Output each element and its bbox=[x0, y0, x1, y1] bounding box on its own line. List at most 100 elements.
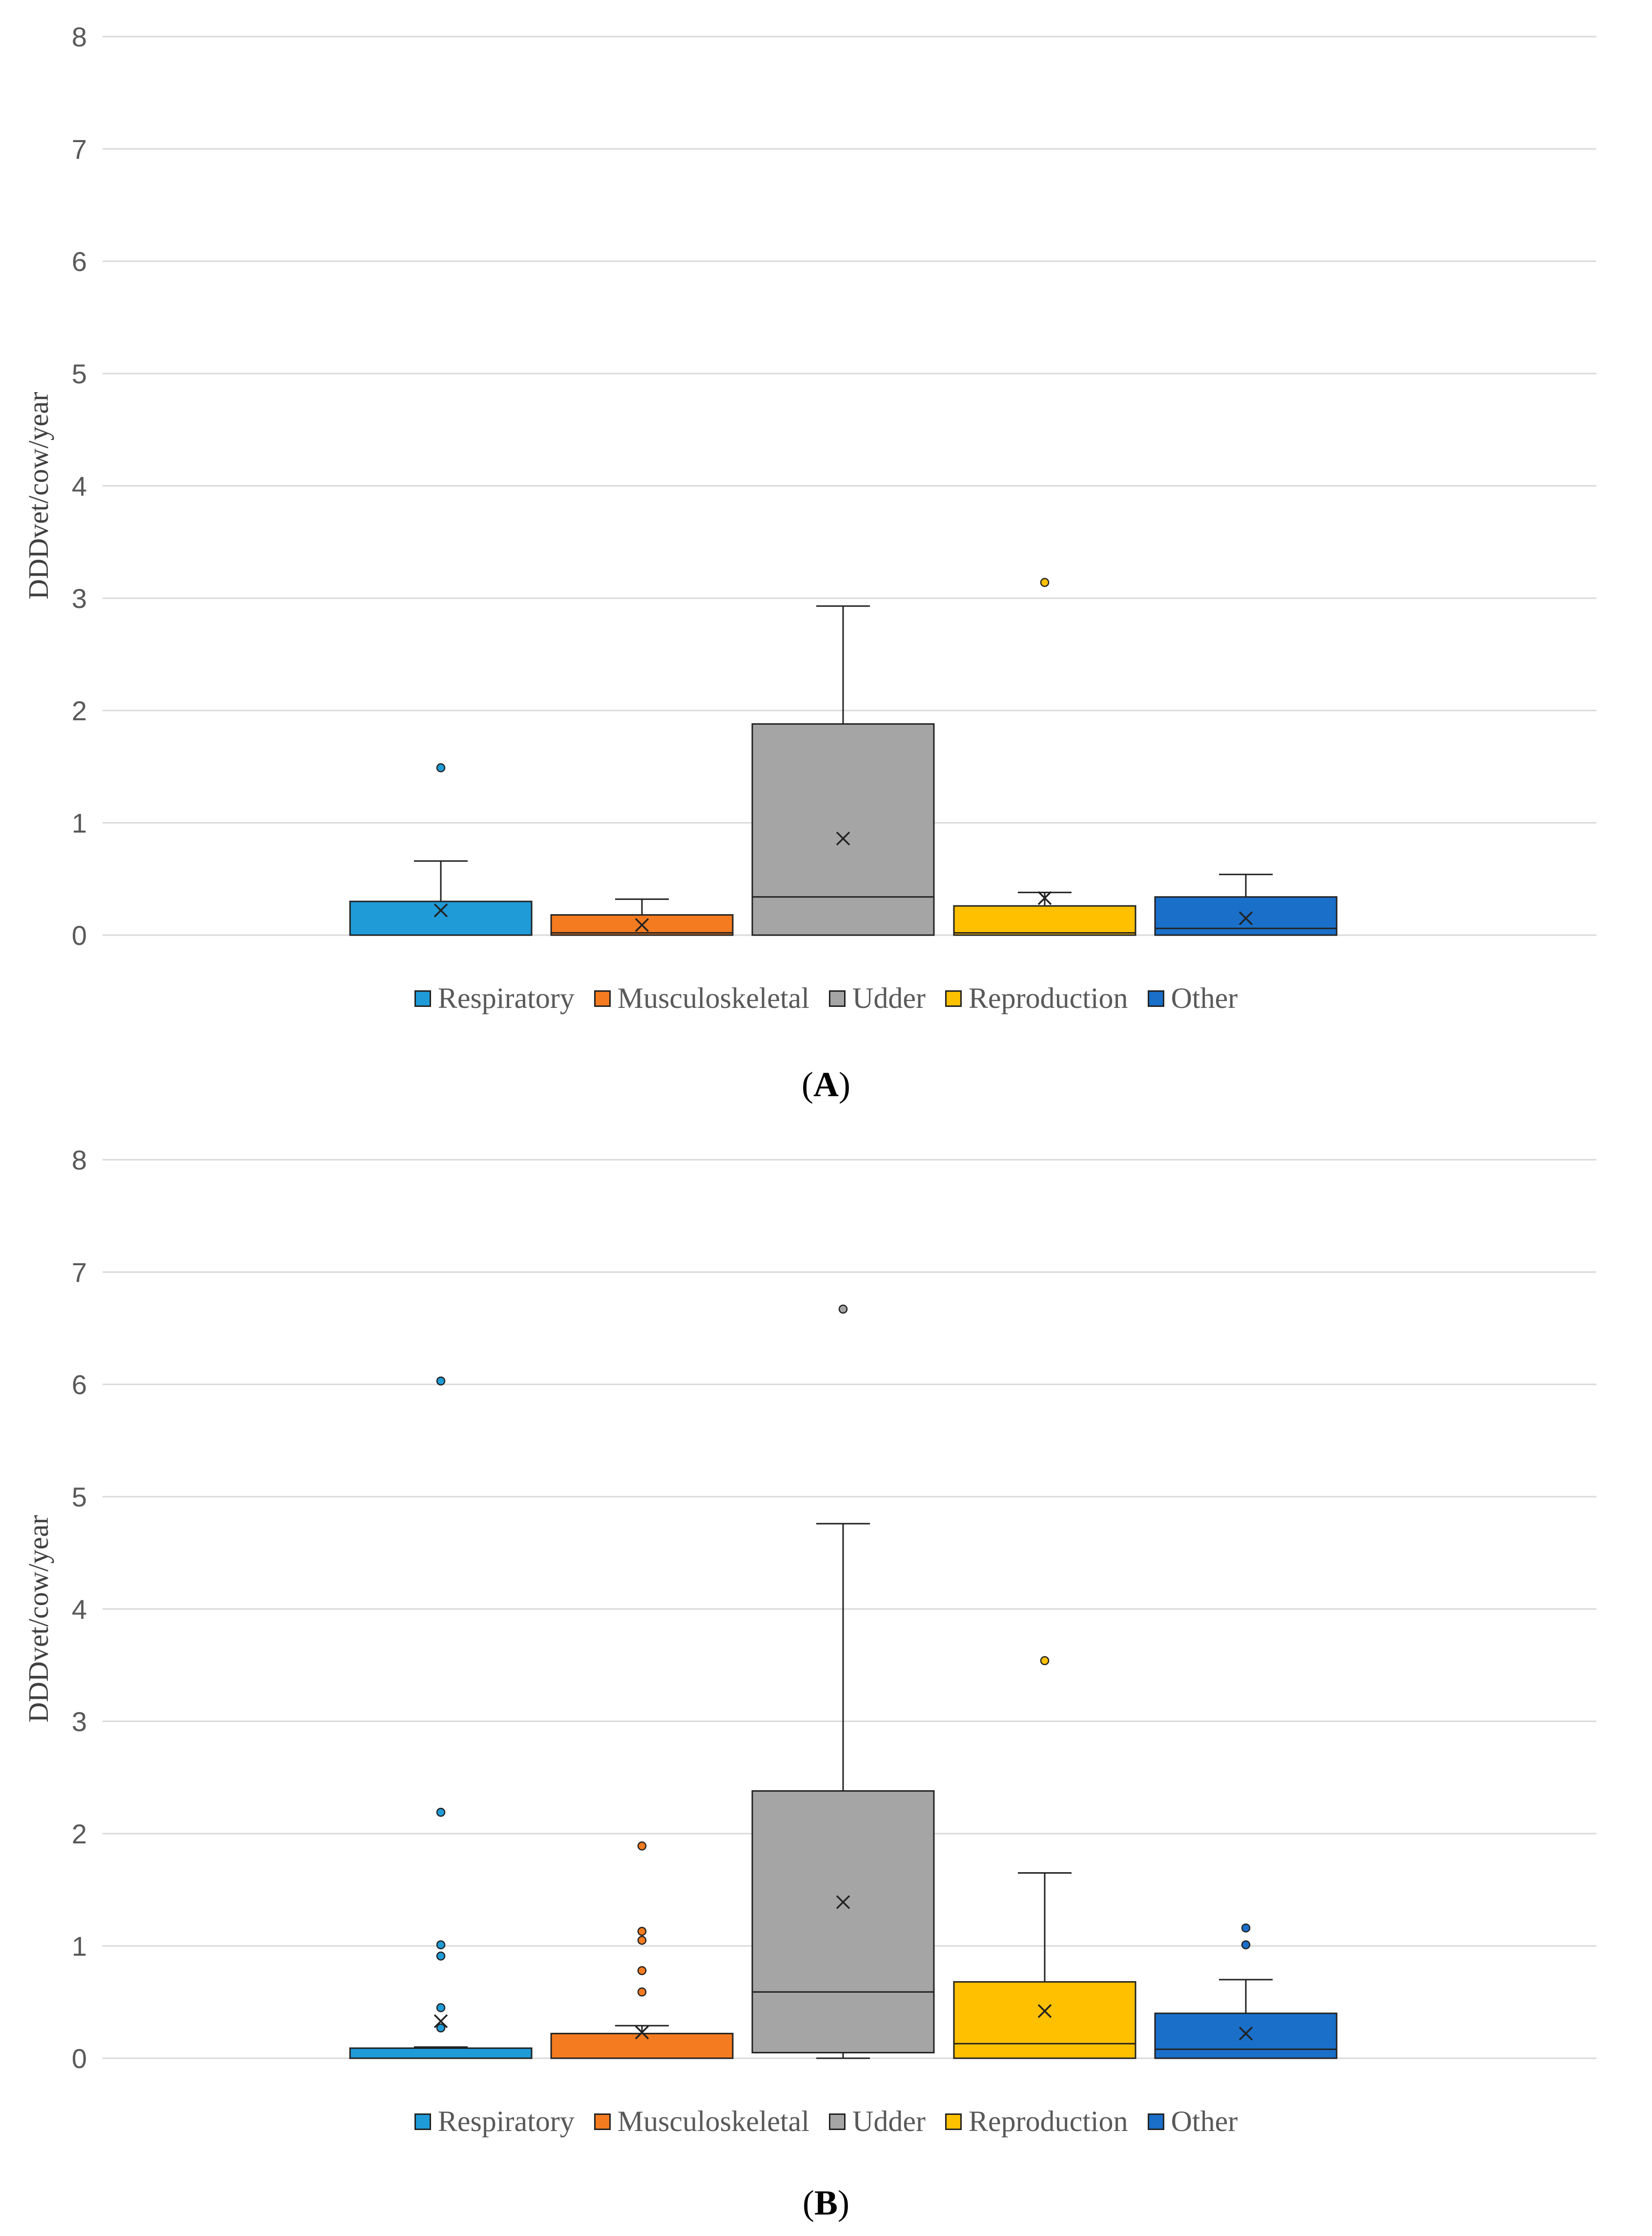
outlier-point bbox=[436, 1940, 446, 1949]
legend-item: Musculoskeletal bbox=[594, 982, 809, 1015]
legend-a: Respiratory Musculoskeletal Udder Reprod… bbox=[0, 982, 1652, 1015]
box-musculoskeletal bbox=[550, 1841, 734, 2059]
y-tick-label: 1 bbox=[72, 808, 87, 838]
box-rect bbox=[953, 1981, 1136, 2059]
box-rect bbox=[349, 2047, 533, 2059]
outlier-point bbox=[436, 1808, 446, 1817]
legend-item: Respiratory bbox=[414, 982, 575, 1015]
mean-marker bbox=[434, 903, 448, 918]
mean-marker bbox=[1239, 911, 1253, 925]
box-reproduction bbox=[953, 578, 1136, 936]
legend-item: Musculoskeletal bbox=[594, 2105, 809, 2138]
legend-b: Respiratory Musculoskeletal Udder Reprod… bbox=[0, 2105, 1652, 2138]
legend-label: Reproduction bbox=[968, 2105, 1128, 2137]
legend-label: Musculoskeletal bbox=[617, 982, 809, 1014]
legend-item: Other bbox=[1147, 982, 1238, 1015]
box-rect bbox=[349, 900, 533, 936]
box-rect bbox=[1154, 2012, 1338, 2059]
outlier-point bbox=[1241, 1940, 1251, 1949]
y-axis-label: DDDvet/cow/year bbox=[22, 1515, 54, 1722]
y-tick-label: 0 bbox=[72, 920, 87, 951]
mean-marker bbox=[1037, 2004, 1052, 2018]
outlier-point bbox=[1241, 1923, 1251, 1933]
legend-label: Musculoskeletal bbox=[617, 2105, 809, 2137]
box-rect bbox=[751, 723, 935, 936]
y-tick-label: 4 bbox=[72, 471, 87, 502]
outlier-point bbox=[637, 1966, 647, 1975]
legend-swatch bbox=[829, 2113, 846, 2130]
outlier-point bbox=[637, 1936, 647, 1945]
legend-item: Respiratory bbox=[414, 2105, 575, 2138]
mean-marker bbox=[434, 2014, 448, 2028]
caption-b: (B) bbox=[803, 2183, 849, 2222]
y-tick-label: 6 bbox=[72, 246, 87, 277]
y-tick-label: 7 bbox=[72, 134, 87, 165]
legend-swatch bbox=[945, 990, 962, 1007]
outlier-point bbox=[1040, 1656, 1050, 1666]
outlier-point bbox=[436, 763, 446, 773]
y-tick-label: 3 bbox=[72, 1706, 87, 1737]
legend-swatch bbox=[829, 990, 846, 1007]
y-tick-label: 2 bbox=[72, 1818, 87, 1849]
legend-item: Reproduction bbox=[945, 982, 1128, 1015]
outlier-point bbox=[436, 1951, 446, 1961]
outlier-point bbox=[637, 1841, 647, 1851]
mean-marker bbox=[635, 2025, 649, 2040]
legend-swatch bbox=[1147, 2113, 1164, 2130]
box-rect bbox=[1154, 896, 1338, 936]
y-tick-label: 7 bbox=[72, 1257, 87, 1288]
box-respiratory bbox=[349, 1376, 533, 2059]
legend-label: Udder bbox=[852, 2105, 926, 2137]
mean-marker bbox=[836, 1895, 850, 1909]
outlier-point bbox=[436, 1376, 446, 1386]
mean-marker bbox=[836, 831, 850, 846]
y-tick-label: 6 bbox=[72, 1369, 87, 1400]
legend-label: Reproduction bbox=[968, 982, 1128, 1014]
y-tick-label: 5 bbox=[72, 358, 87, 389]
box-other bbox=[1154, 1923, 1338, 2059]
caption-a: (A) bbox=[802, 1065, 850, 1104]
outlier-point bbox=[637, 1987, 647, 1997]
outlier-point bbox=[436, 2003, 446, 2012]
legend-swatch bbox=[594, 990, 611, 1007]
chart-panel-b: 0 1 2 3 4 5 6 7 8 DDDvet/cow/year Respiratory Mus… bbox=[0, 1123, 1652, 2236]
y-tick-label: 8 bbox=[72, 1145, 87, 1175]
legend-swatch bbox=[414, 990, 431, 1007]
box-rect bbox=[550, 2032, 734, 2059]
outlier-point bbox=[838, 1304, 848, 1314]
box-udder bbox=[751, 1304, 935, 2059]
box-rect bbox=[751, 1790, 935, 2053]
y-tick-label: 0 bbox=[72, 2043, 87, 2074]
y-tick-label: 5 bbox=[72, 1482, 87, 1512]
legend-label: Other bbox=[1171, 2105, 1238, 2137]
box-musculoskeletal bbox=[550, 898, 734, 936]
chart-panel-a: 0 1 2 3 4 5 6 7 8 DDDvet/cow/year Respiratory Mus… bbox=[0, 21, 1652, 1104]
legend-swatch bbox=[945, 2113, 962, 2130]
legend-item: Udder bbox=[829, 2105, 926, 2138]
legend-label: Respiratory bbox=[437, 2105, 575, 2137]
legend-swatch bbox=[1147, 990, 1164, 1007]
box-respiratory bbox=[349, 763, 533, 936]
y-tick-label: 2 bbox=[72, 695, 87, 726]
legend-label: Other bbox=[1171, 982, 1238, 1014]
box-rect bbox=[953, 905, 1136, 936]
box-udder bbox=[751, 605, 935, 936]
box-other bbox=[1154, 874, 1338, 936]
legend-item: Udder bbox=[829, 982, 926, 1015]
y-axis-label: DDDvet/cow/year bbox=[22, 392, 54, 599]
outlier-point bbox=[436, 2023, 446, 2033]
mean-marker bbox=[1037, 891, 1052, 905]
legend-swatch bbox=[594, 2113, 611, 2130]
y-tick-label: 4 bbox=[72, 1594, 87, 1625]
box-plot-a: 0 1 2 3 4 5 6 7 8 DDDvet/cow/year bbox=[22, 21, 1596, 951]
legend-item: Reproduction bbox=[945, 2105, 1128, 2138]
mean-marker bbox=[635, 918, 649, 932]
mean-marker bbox=[1239, 2027, 1253, 2041]
box-plot-b: 0 1 2 3 4 5 6 7 8 DDDvet/cow/year bbox=[22, 1145, 1596, 2074]
y-tick-label: 3 bbox=[72, 583, 87, 614]
box-reproduction bbox=[953, 1656, 1136, 2059]
outlier-point bbox=[637, 1926, 647, 1936]
legend-label: Respiratory bbox=[437, 982, 575, 1014]
legend-label: Udder bbox=[852, 982, 926, 1014]
outlier-point bbox=[1040, 578, 1050, 587]
